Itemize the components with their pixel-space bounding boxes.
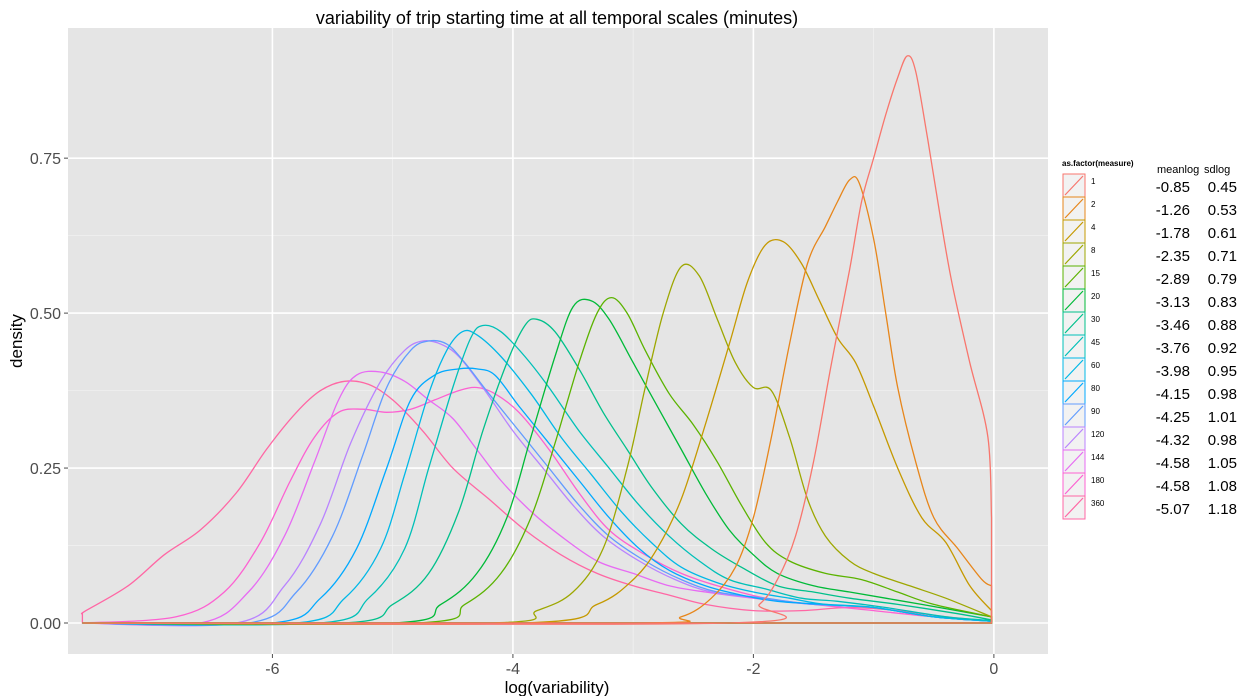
legend-items: 1 -0.85 0.45 2 -1.26 0.53 4 -1.78 0.61 8 -2.35 0.71… xyxy=(1062,173,1237,520)
x-tick-label: 0 xyxy=(989,661,998,678)
density-curve-45 xyxy=(82,324,993,626)
sdlog-value: 1.08 xyxy=(1208,478,1237,495)
legend-key-line xyxy=(1064,175,1084,196)
legend-key-line xyxy=(1064,336,1084,357)
meanlog-value: -3.98 xyxy=(1156,363,1190,380)
density-curve-8 xyxy=(82,263,993,625)
meanlog-value: -1.78 xyxy=(1156,225,1190,242)
meanlog-value: -2.89 xyxy=(1156,271,1190,288)
density-curve-4 xyxy=(82,239,993,626)
legend-label: 45 xyxy=(1091,338,1100,347)
density-curve-60 xyxy=(82,329,993,626)
legend-label: 15 xyxy=(1091,269,1100,278)
density-curve-90 xyxy=(82,339,993,626)
y-tick-label: 0.75 xyxy=(30,151,61,168)
meanlog-value: -0.85 xyxy=(1156,179,1190,196)
legend-key-line xyxy=(1064,221,1084,242)
sdlog-value: 1.05 xyxy=(1208,455,1237,472)
density-curves xyxy=(80,55,993,627)
density-curve-15 xyxy=(82,296,993,626)
legend-key-line xyxy=(1064,359,1084,380)
meanlog-value: -4.32 xyxy=(1156,432,1190,449)
legend-key-line xyxy=(1064,313,1084,334)
legend-label: 30 xyxy=(1091,315,1100,324)
y-tick-label: 0.50 xyxy=(30,306,61,323)
sdlog-value: 0.98 xyxy=(1208,432,1237,449)
sdlog-value: 0.71 xyxy=(1208,248,1237,265)
density-curve-20 xyxy=(82,298,993,626)
sdlog-header: sdlog xyxy=(1204,164,1230,176)
legend-label: 80 xyxy=(1091,384,1100,393)
plot-panel xyxy=(68,28,1048,654)
meanlog-value: -4.25 xyxy=(1156,409,1190,426)
meanlog-value: -5.07 xyxy=(1156,501,1190,518)
sdlog-value: 0.98 xyxy=(1208,386,1237,403)
sdlog-value: 0.45 xyxy=(1208,179,1237,196)
sdlog-value: 0.61 xyxy=(1208,225,1237,242)
meanlog-header: meanlog xyxy=(1157,164,1199,176)
legend-key-line xyxy=(1064,405,1084,426)
legend-key-line xyxy=(1064,244,1084,265)
legend-label: 1 xyxy=(1091,177,1096,186)
legend-label: 360 xyxy=(1091,499,1105,508)
legend-key-line xyxy=(1064,382,1084,403)
sdlog-value: 1.01 xyxy=(1208,409,1237,426)
legend-title: as.factor(measure) xyxy=(1062,159,1134,168)
sdlog-value: 0.83 xyxy=(1208,294,1237,311)
y-tick-label: 0.00 xyxy=(30,616,61,633)
x-axis: -6 -4 -2 0 xyxy=(265,654,998,678)
density-curve-80 xyxy=(82,367,993,626)
legend-key-line xyxy=(1064,451,1084,472)
x-tick-label: -6 xyxy=(265,661,279,678)
legend-key-line xyxy=(1064,428,1084,449)
sdlog-value: 0.92 xyxy=(1208,340,1237,357)
sdlog-value: 0.95 xyxy=(1208,363,1237,380)
meanlog-value: -2.35 xyxy=(1156,248,1190,265)
chart-title: variability of trip starting time at all… xyxy=(316,8,798,28)
y-axis-title: density xyxy=(7,314,26,368)
legend-label: 2 xyxy=(1091,200,1096,209)
x-axis-title: log(variability) xyxy=(505,678,610,696)
legend-label: 120 xyxy=(1091,430,1105,439)
density-curve-1 xyxy=(82,55,993,626)
legend-label: 20 xyxy=(1091,292,1100,301)
sdlog-value: 0.88 xyxy=(1208,317,1237,334)
legend-key-line xyxy=(1064,290,1084,311)
density-curve-120 xyxy=(82,340,993,627)
y-tick-label: 0.25 xyxy=(30,461,61,478)
legend-label: 8 xyxy=(1091,246,1096,255)
density-curve-360 xyxy=(80,380,993,624)
meanlog-value: -3.76 xyxy=(1156,340,1190,357)
meanlog-value: -1.26 xyxy=(1156,202,1190,219)
legend-label: 144 xyxy=(1091,453,1105,462)
sdlog-value: 0.53 xyxy=(1208,202,1237,219)
sdlog-value: 0.79 xyxy=(1208,271,1237,288)
x-tick-label: -2 xyxy=(746,661,760,678)
meanlog-value: -4.15 xyxy=(1156,386,1190,403)
meanlog-value: -3.13 xyxy=(1156,294,1190,311)
legend-label: 4 xyxy=(1091,223,1096,232)
y-axis: 0.00 0.25 0.50 0.75 xyxy=(30,151,68,633)
legend-key-line xyxy=(1064,267,1084,288)
legend: as.factor(measure) meanlog sdlog 1 -0.85 0… xyxy=(1062,159,1237,520)
meanlog-value: -3.46 xyxy=(1156,317,1190,334)
legend-label: 180 xyxy=(1091,476,1105,485)
legend-key-line xyxy=(1064,474,1084,495)
density-curve-30 xyxy=(82,318,993,626)
meanlog-value: -4.58 xyxy=(1156,455,1190,472)
legend-label: 60 xyxy=(1091,361,1100,370)
x-tick-label: -4 xyxy=(506,661,520,678)
meanlog-value: -4.58 xyxy=(1156,478,1190,495)
legend-key-line xyxy=(1064,198,1084,219)
legend-label: 90 xyxy=(1091,407,1100,416)
sdlog-value: 1.18 xyxy=(1208,501,1237,518)
density-curve-2 xyxy=(82,175,993,625)
legend-key-line xyxy=(1064,497,1084,518)
